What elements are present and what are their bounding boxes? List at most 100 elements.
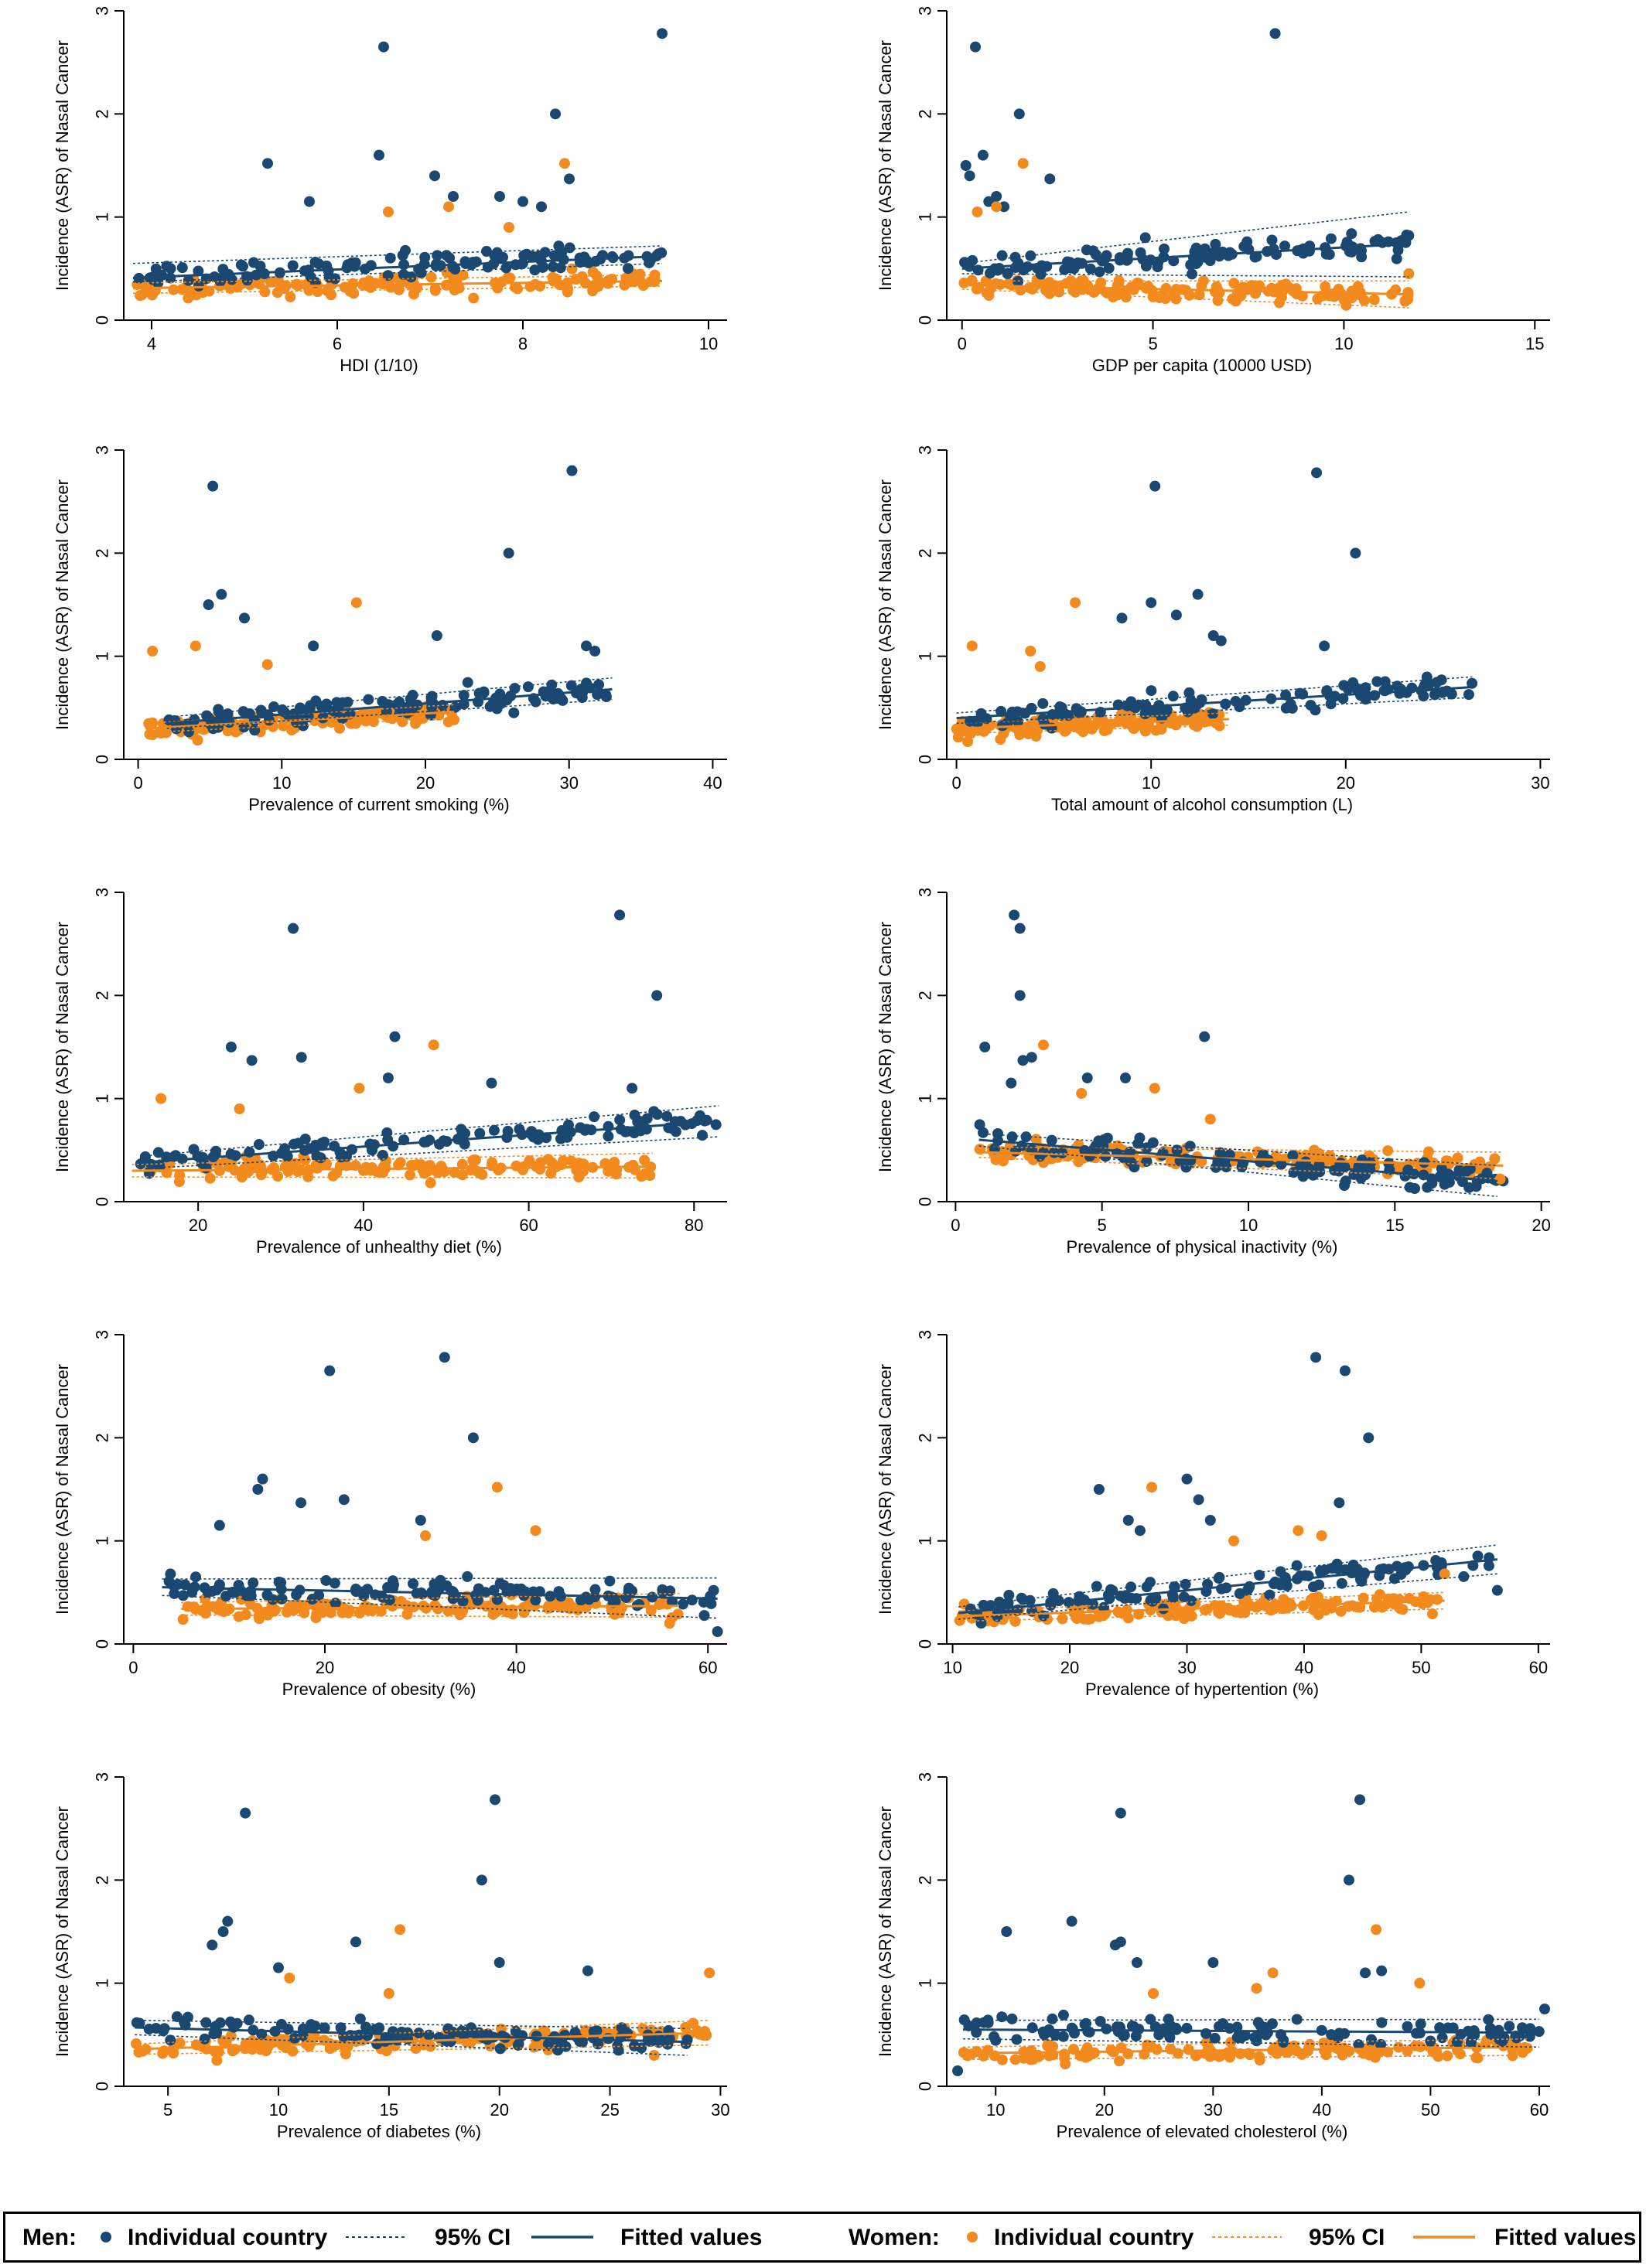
- men-point: [193, 265, 204, 277]
- women-point: [1432, 1594, 1443, 1605]
- men-point: [246, 1055, 258, 1066]
- x-tick-label: 30: [559, 773, 578, 793]
- y-tick-label: 0: [916, 1197, 935, 1206]
- x-tick-label: 10: [272, 773, 291, 793]
- men-point: [1122, 1515, 1134, 1526]
- men-point: [319, 2022, 330, 2034]
- men-ci-line: [135, 2034, 688, 2056]
- y-tick-label: 2: [93, 991, 112, 1000]
- men-point: [1339, 1365, 1351, 1376]
- men-point: [341, 262, 353, 274]
- men-point: [1073, 258, 1084, 270]
- men-point: [254, 261, 266, 272]
- men-point: [1093, 1484, 1105, 1495]
- y-tick-label: 3: [916, 6, 935, 15]
- women-point: [204, 1172, 216, 1184]
- panel-gdp: 0 1 2 3 0 5 10 15 GDP per capita (10000 USD) Inci…: [823, 0, 1646, 430]
- men-point: [501, 1132, 513, 1144]
- women-point: [1204, 1114, 1216, 1125]
- men-point: [1091, 1581, 1102, 1592]
- women-point: [1151, 2044, 1163, 2055]
- men-point: [1472, 1550, 1484, 1562]
- men-point: [1388, 1573, 1400, 1584]
- x-tick-label: 10: [699, 334, 718, 353]
- men-point: [641, 1113, 653, 1124]
- men-point: [1421, 675, 1433, 687]
- men-point: [1026, 1052, 1037, 1063]
- women-ci-line: [145, 717, 455, 734]
- men-fit-line: [963, 2028, 1539, 2034]
- men-point: [1415, 2018, 1426, 2030]
- men-point: [604, 1575, 616, 1587]
- women-point: [211, 2055, 223, 2066]
- men-point: [1351, 683, 1362, 694]
- y-tick-label: 2: [93, 109, 112, 118]
- women-point: [1002, 278, 1014, 289]
- men-point: [1511, 2032, 1522, 2044]
- men-point: [1002, 268, 1013, 280]
- women-point: [1183, 2044, 1194, 2055]
- men-point: [993, 1596, 1005, 1608]
- x-tick-label: 30: [1177, 1658, 1196, 1677]
- men-point: [1426, 1178, 1438, 1189]
- x-axis-label: GDP per capita (10000 USD): [1092, 356, 1313, 375]
- men-point: [324, 1365, 336, 1376]
- men-point: [1334, 1497, 1345, 1509]
- men-point: [131, 2017, 142, 2028]
- men-point: [1346, 228, 1357, 240]
- men-point: [448, 191, 459, 202]
- y-tick-label: 0: [916, 755, 935, 764]
- men-point: [288, 923, 299, 934]
- women-point: [383, 206, 394, 217]
- women-point: [432, 1603, 444, 1615]
- men-point: [486, 1077, 497, 1089]
- y-tick-label: 0: [93, 315, 112, 325]
- women-point: [972, 206, 983, 217]
- men-point: [1141, 1155, 1153, 1167]
- x-tick-label: 20: [416, 773, 435, 793]
- women-point: [1302, 2045, 1313, 2057]
- women-point: [1146, 1482, 1158, 1493]
- women-point: [534, 1164, 546, 1175]
- men-point: [541, 687, 553, 698]
- legend-men-label: Men:: [22, 2225, 77, 2250]
- men-point: [1366, 2034, 1378, 2045]
- men-point: [389, 1031, 401, 1042]
- men-point: [1336, 1577, 1347, 1589]
- men-point: [216, 588, 227, 600]
- x-axis-label: Prevalence of hypertention (%): [1085, 1680, 1319, 1699]
- x-tick-label: 60: [698, 1658, 717, 1677]
- men-point: [217, 1926, 229, 1937]
- men-point: [207, 1939, 218, 1951]
- men-point: [1418, 691, 1429, 702]
- men-point: [557, 694, 569, 706]
- men-point: [579, 251, 590, 263]
- legend-men-fitted: Fitted values: [620, 2225, 762, 2250]
- men-point: [313, 1590, 325, 1601]
- men-point: [1404, 1182, 1415, 1193]
- men-point: [1016, 1592, 1027, 1604]
- men-point: [1126, 2021, 1138, 2032]
- men-point: [1403, 230, 1415, 241]
- men-point: [165, 263, 176, 275]
- men-point: [1103, 262, 1115, 274]
- men-point: [367, 1144, 378, 1156]
- women-ci-line: [958, 1608, 1445, 1622]
- men-point: [449, 263, 461, 275]
- women-point: [379, 1161, 391, 1173]
- men-point: [381, 1127, 393, 1138]
- men-point: [143, 2024, 155, 2035]
- women-point: [1357, 1592, 1369, 1604]
- men-point: [1517, 2022, 1528, 2034]
- men-point: [462, 1571, 473, 1582]
- women-point: [1368, 294, 1380, 305]
- men-point: [1354, 1794, 1366, 1806]
- women-point: [1521, 2042, 1533, 2054]
- men-point: [239, 612, 250, 624]
- women-point: [1205, 2049, 1217, 2061]
- men-point: [388, 1582, 399, 1594]
- men-point: [1151, 706, 1163, 718]
- men-point: [190, 1571, 202, 1583]
- men-point: [614, 909, 626, 921]
- women-point: [1417, 1598, 1429, 1609]
